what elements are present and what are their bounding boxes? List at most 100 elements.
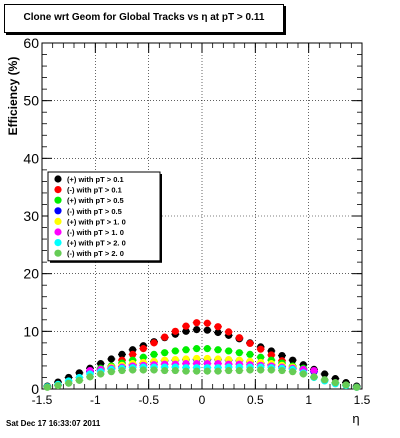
data-point — [299, 370, 307, 378]
data-point — [118, 366, 126, 375]
y-tick-label: 0 — [31, 381, 39, 397]
data-point — [97, 370, 105, 378]
data-point — [257, 366, 265, 374]
legend-marker — [54, 228, 62, 236]
x-tick-label: 0 — [199, 393, 206, 407]
data-point — [43, 383, 51, 391]
x-tick-label: -1.5 — [32, 393, 53, 407]
data-point — [171, 347, 179, 355]
data-point — [129, 366, 137, 374]
legend-marker — [54, 175, 62, 183]
legend-marker — [54, 239, 62, 247]
data-point — [235, 366, 243, 375]
data-point — [203, 367, 211, 375]
legend-label: (+) with pT > 2. 0 — [67, 239, 126, 248]
legend-marker — [54, 207, 62, 215]
data-point — [193, 319, 201, 327]
legend-marker — [54, 196, 62, 204]
x-tick-label: -0.5 — [138, 393, 159, 407]
series-layer — [43, 319, 361, 391]
y-axis-label: Efficiency (%) — [6, 57, 20, 136]
series-7 — [43, 366, 361, 391]
legend-label: (-) with pT > 0.1 — [67, 186, 122, 195]
data-point — [182, 327, 190, 335]
data-point — [193, 367, 201, 375]
data-point — [203, 319, 211, 327]
chart-title-box: Clone wrt Geom for Global Tracks vs η at… — [4, 4, 284, 33]
data-point — [150, 366, 158, 374]
data-point — [203, 345, 211, 353]
data-point — [267, 366, 275, 374]
data-point — [118, 350, 126, 358]
data-point — [107, 355, 115, 363]
legend-marker — [54, 186, 62, 194]
data-point — [321, 370, 329, 378]
data-point — [193, 354, 201, 363]
data-point — [161, 333, 169, 341]
data-point — [171, 366, 179, 375]
data-point — [203, 326, 211, 334]
legend: (+) with pT > 0.1(-) with pT > 0.1(+) wi… — [47, 171, 162, 263]
timestamp: Sat Dec 17 16:33:07 2011 — [6, 419, 101, 428]
data-point — [182, 367, 190, 375]
data-point — [278, 351, 286, 360]
data-point — [193, 326, 201, 334]
data-point — [321, 376, 329, 384]
data-point — [310, 366, 318, 375]
data-point — [331, 379, 339, 387]
data-point — [150, 350, 158, 358]
data-point — [139, 353, 147, 361]
data-point — [214, 346, 222, 354]
data-point — [225, 347, 233, 355]
data-point — [107, 368, 115, 376]
data-point — [353, 383, 361, 391]
legend-label: (+) with pT > 0.5 — [67, 196, 124, 205]
data-point — [86, 373, 94, 381]
data-point — [139, 366, 147, 374]
data-point — [278, 366, 286, 375]
data-point — [257, 353, 265, 361]
data-point — [65, 379, 73, 387]
data-point — [246, 350, 254, 358]
data-point — [214, 367, 222, 375]
data-point — [75, 376, 83, 384]
data-point — [214, 328, 222, 337]
data-point — [161, 349, 169, 357]
data-point — [182, 322, 190, 330]
chart-title: Clone wrt Geom for Global Tracks vs η at… — [23, 12, 265, 23]
data-point — [150, 339, 158, 347]
data-point — [342, 381, 350, 389]
x-tick-label: 1 — [305, 393, 312, 407]
y-tick-label: 30 — [23, 208, 39, 224]
data-point — [289, 368, 297, 376]
data-point — [310, 373, 318, 381]
legend-marker — [54, 249, 62, 257]
legend-label: (-) with pT > 0.5 — [67, 207, 122, 216]
y-tick-label: 10 — [23, 323, 39, 339]
legend-label: (+) with pT > 1. 0 — [67, 217, 126, 226]
tick-labels: -1.5 -1 -0.5 0 0.5 1 1.5 0 10 20 30 40 50 60 — [23, 35, 370, 407]
data-point — [235, 334, 243, 342]
y-tick-label: 20 — [23, 266, 39, 282]
x-axis-label: η — [352, 411, 359, 426]
data-point — [246, 366, 254, 374]
x-tick-label: 0.5 — [247, 393, 264, 407]
data-point — [161, 366, 169, 375]
data-point — [54, 381, 62, 390]
y-tick-label: 40 — [23, 150, 39, 166]
legend-label: (-) with pT > 1. 0 — [67, 228, 124, 237]
data-point — [193, 345, 201, 353]
data-point — [129, 350, 137, 358]
x-tick-label: 1.5 — [354, 393, 371, 407]
data-point — [225, 366, 233, 375]
data-point — [246, 339, 254, 348]
data-point — [171, 327, 179, 335]
data-point — [289, 356, 297, 364]
legend-label: (+) with pT > 0.1 — [67, 175, 124, 184]
legend-box — [47, 171, 161, 262]
data-point — [182, 346, 190, 354]
legend-label: (-) with pT > 2. 0 — [67, 249, 124, 258]
data-point — [214, 323, 222, 331]
